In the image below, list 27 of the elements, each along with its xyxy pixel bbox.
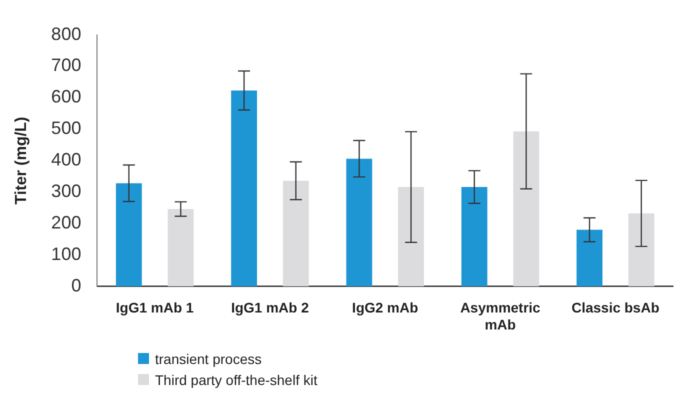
y-tick-label: 400: [51, 150, 82, 170]
y-tick-label: 600: [51, 86, 82, 107]
y-tick-label: 200: [51, 212, 82, 232]
y-tick-label: 300: [51, 181, 82, 202]
y-axis-title: Titer (mg/L): [13, 116, 30, 204]
y-tick-label: 0: [71, 275, 82, 296]
bar: [576, 230, 602, 286]
bar: [628, 213, 654, 286]
y-tick-label: 700: [51, 55, 82, 76]
bar: [513, 131, 540, 286]
bar: [346, 158, 372, 286]
bar: [168, 209, 194, 286]
legend-label: Third party off-the-shelf kit: [155, 372, 318, 388]
bar: [231, 90, 258, 286]
bar: [398, 187, 424, 286]
bar: [461, 187, 488, 286]
bar: [116, 183, 142, 286]
y-tick-label: 100: [51, 244, 82, 264]
y-tick-label: 800: [51, 24, 82, 44]
x-tick-label: IgG1 mAb 1: [116, 300, 194, 316]
x-tick-label: IgG1 mAb 2: [231, 300, 310, 316]
x-tick-label: Asymmetric mAb: [460, 300, 541, 332]
y-tick-label: 500: [51, 118, 82, 138]
x-tick-label: Classic bsAb: [571, 300, 660, 316]
bar: [282, 180, 309, 286]
legend-label: transient process: [155, 350, 262, 366]
x-tick-label: IgG2 mAb: [352, 300, 418, 316]
